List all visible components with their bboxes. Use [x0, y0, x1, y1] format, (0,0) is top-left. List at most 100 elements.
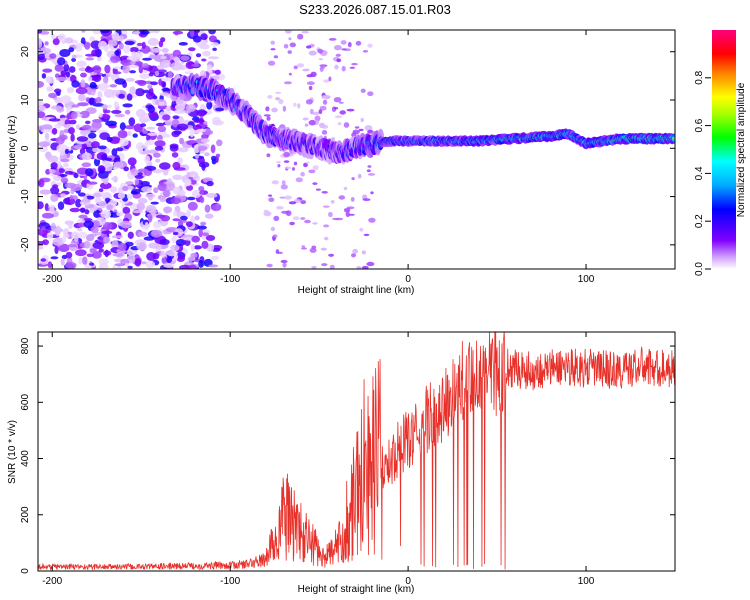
spectrogram-cell	[333, 107, 339, 110]
spectrogram-cell	[289, 221, 295, 226]
spectrogram-cell	[179, 137, 184, 145]
spectrogram-cell	[142, 129, 148, 134]
spectrogram-cell	[146, 139, 155, 146]
spectrogram-cell	[142, 57, 152, 61]
spectrogram-cell	[323, 224, 330, 228]
spectrogram-cell	[41, 212, 54, 219]
spectrogram-cell	[83, 220, 94, 229]
spectrogram-cell	[204, 152, 210, 157]
spectrogram-cell	[361, 250, 366, 255]
spectrogram-cell	[297, 33, 304, 40]
spectrogram-cell	[318, 58, 323, 61]
spectrogram-cell	[147, 84, 153, 90]
spectrogram-cell	[192, 35, 202, 43]
spectrogram-cell	[60, 70, 67, 77]
spectrogram-cell	[101, 230, 113, 235]
spectrogram-cell	[191, 189, 202, 198]
y-tick-label: 800	[20, 337, 31, 354]
spectrogram-cell	[271, 107, 278, 113]
spectrogram-cell	[51, 33, 56, 40]
spectrogram-cell	[188, 264, 197, 269]
spectrogram-cell	[83, 196, 88, 204]
spectrogram-cell	[126, 93, 133, 101]
spectrogram-cell	[338, 101, 344, 104]
spectrogram-cell	[266, 153, 271, 158]
spectrogram-cell	[206, 193, 218, 198]
spectrogram-cell	[322, 205, 330, 208]
spectrogram-cell	[89, 72, 98, 76]
spectrogram-cell	[45, 168, 51, 175]
spectrogram-cell	[91, 66, 101, 71]
spectrogram-cell	[38, 245, 44, 250]
spectrogram-cell	[61, 236, 67, 243]
spectrogram-cell	[266, 116, 271, 121]
x-tick-label: 100	[578, 576, 595, 587]
spectrogram-cell	[321, 263, 328, 267]
snr-xlabel: Height of straight line (km)	[298, 584, 415, 595]
spectrogram-cell	[150, 201, 159, 205]
spectrogram-cell	[216, 139, 223, 147]
spectrogram-cell	[48, 118, 61, 122]
spectrogram-cell	[337, 122, 342, 126]
spectrogram-cell	[174, 109, 187, 114]
spectrogram-cell	[60, 177, 69, 184]
spectrogram-cell	[70, 111, 78, 120]
spectrogram-cell	[84, 209, 90, 215]
spectrogram-cell	[328, 253, 334, 257]
spectrogram-cell	[172, 30, 184, 35]
spectrogram-cell	[314, 115, 321, 122]
spectrogram-cell	[127, 231, 134, 239]
spectrogram-cell	[66, 87, 75, 94]
spectrogram-cell	[81, 152, 92, 161]
spectrogram-cell	[163, 169, 169, 176]
spectrogram-cell	[111, 32, 120, 41]
spectrogram-cell	[61, 40, 66, 44]
spectrogram-cell	[137, 80, 147, 86]
y-tick-label: 20	[20, 46, 31, 58]
spectrogram-cell	[128, 64, 139, 68]
spectrogram-cell	[194, 215, 200, 221]
spectrogram-cell	[321, 130, 328, 135]
spectrogram-cell	[193, 118, 205, 123]
spectrogram-cell	[150, 229, 162, 238]
spectrogram-cell	[329, 264, 335, 269]
spectrogram-cell	[170, 244, 180, 252]
spectrogram-cell	[92, 220, 100, 228]
spectrogram-cell	[176, 123, 189, 131]
spectrogram-cell	[151, 48, 162, 53]
spectrogram-cell	[118, 93, 125, 99]
spectrogram-cell	[92, 103, 105, 107]
spectrogram-cell	[285, 210, 292, 217]
spectrogram-cell	[38, 38, 43, 45]
spectrogram-cell	[354, 126, 360, 129]
spectrogram-cell	[185, 209, 192, 218]
spectrogram-cell	[350, 197, 355, 202]
spectrogram-cell	[308, 169, 316, 174]
x-tick-label: 100	[578, 274, 595, 285]
spectrogram-cell	[38, 201, 44, 210]
spectrogram-cell	[297, 103, 301, 109]
spectrogram-cell	[89, 36, 96, 42]
spectrogram-cell	[172, 161, 181, 170]
y-tick-label: 0	[20, 145, 31, 151]
spectrogram-cell	[156, 64, 165, 70]
spectrogram-cell	[111, 235, 124, 239]
spectrogram-cell	[288, 201, 297, 205]
spectrogram-cell	[145, 193, 156, 198]
spectrogram-cell	[334, 45, 342, 51]
spectrogram-cell	[270, 48, 276, 51]
spectrogram-cell	[197, 225, 207, 230]
spectrogram-cell	[328, 76, 332, 82]
spectrogram-cell	[50, 162, 58, 170]
spectrogram-cell	[319, 105, 327, 111]
spectrogram-cell	[47, 261, 53, 269]
spectrogram-cell	[91, 49, 100, 57]
spectrogram-cell	[152, 95, 158, 100]
spectrogram-cell	[203, 121, 208, 125]
spectrogram-cell	[144, 155, 151, 164]
spectrogram-cell	[370, 191, 374, 195]
spectrogram-cell	[64, 170, 74, 175]
spectrogram-cell	[190, 243, 195, 251]
spectrogram-cell	[122, 185, 129, 192]
y-tick-label: -10	[20, 189, 31, 204]
